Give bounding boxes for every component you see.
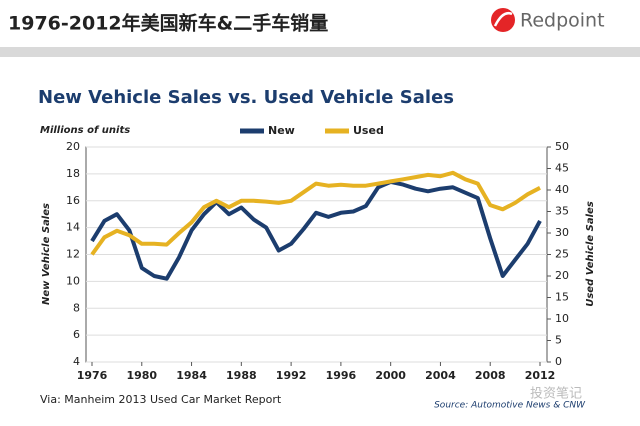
units-label: Millions of units bbox=[40, 125, 130, 136]
watermark: 投资笔记 bbox=[530, 386, 582, 402]
y-tick-label: 4 bbox=[73, 355, 80, 368]
y-tick-label: 20 bbox=[66, 140, 80, 153]
logo-swoosh bbox=[493, 12, 513, 27]
y-tick-label: 18 bbox=[66, 167, 80, 180]
legend-label: New bbox=[268, 124, 295, 137]
header-band bbox=[0, 47, 640, 57]
y2-tick-label: 20 bbox=[555, 269, 569, 282]
y2-tick-label: 25 bbox=[555, 248, 569, 261]
x-tick-label: 2012 bbox=[525, 369, 556, 382]
y2-label: Used Vehicle Sales bbox=[585, 201, 596, 307]
y-tick-label: 6 bbox=[73, 328, 80, 341]
logo-text: Redpoint bbox=[520, 10, 605, 32]
y-label: New Vehicle Sales bbox=[41, 203, 52, 305]
x-tick-label: 1988 bbox=[226, 369, 257, 382]
series-line bbox=[90, 170, 541, 256]
y-tick-label: 8 bbox=[73, 301, 80, 314]
source: Source: Automotive News & CNW bbox=[434, 401, 586, 411]
chart-title: New Vehicle Sales vs. Used Vehicle Sales bbox=[38, 87, 454, 108]
x-tick-label: 2008 bbox=[475, 369, 506, 382]
y2-tick-label: 50 bbox=[555, 140, 569, 153]
y2-tick-label: 45 bbox=[555, 162, 569, 175]
y-tick-label: 14 bbox=[66, 221, 80, 234]
y2-tick-label: 35 bbox=[555, 205, 569, 218]
logo-icon bbox=[491, 8, 515, 32]
legend-label: Used bbox=[353, 124, 384, 137]
y2-tick-label: 15 bbox=[555, 291, 569, 304]
y2-tick-label: 0 bbox=[555, 355, 562, 368]
series-line bbox=[90, 179, 542, 281]
y-tick-label: 10 bbox=[66, 274, 80, 287]
x-tick-label: 1976 bbox=[77, 369, 108, 382]
x-tick-label: 1984 bbox=[176, 369, 207, 382]
y2-tick-label: 30 bbox=[555, 226, 569, 239]
x-tick-label: 1980 bbox=[126, 369, 157, 382]
y2-tick-label: 40 bbox=[555, 183, 569, 196]
y2-tick-label: 5 bbox=[555, 334, 562, 347]
note: Via: Manheim 2013 Used Car Market Report bbox=[40, 393, 282, 406]
x-tick-label: 1996 bbox=[326, 369, 357, 382]
x-tick-label: 2004 bbox=[425, 369, 456, 382]
y-tick-label: 12 bbox=[66, 248, 80, 261]
x-tick-label: 1992 bbox=[276, 369, 307, 382]
y2-tick-label: 10 bbox=[555, 312, 569, 325]
y-tick-label: 16 bbox=[66, 194, 80, 207]
slide-title: 1976-2012年美国新车&二手车销量 bbox=[8, 12, 328, 35]
x-tick-label: 2000 bbox=[375, 369, 406, 382]
